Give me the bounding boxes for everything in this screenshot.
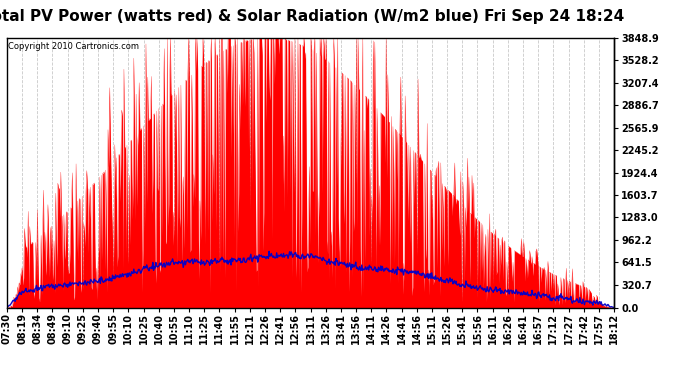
Text: Copyright 2010 Cartronics.com: Copyright 2010 Cartronics.com <box>8 42 139 51</box>
Text: Total PV Power (watts red) & Solar Radiation (W/m2 blue) Fri Sep 24 18:24: Total PV Power (watts red) & Solar Radia… <box>0 9 624 24</box>
